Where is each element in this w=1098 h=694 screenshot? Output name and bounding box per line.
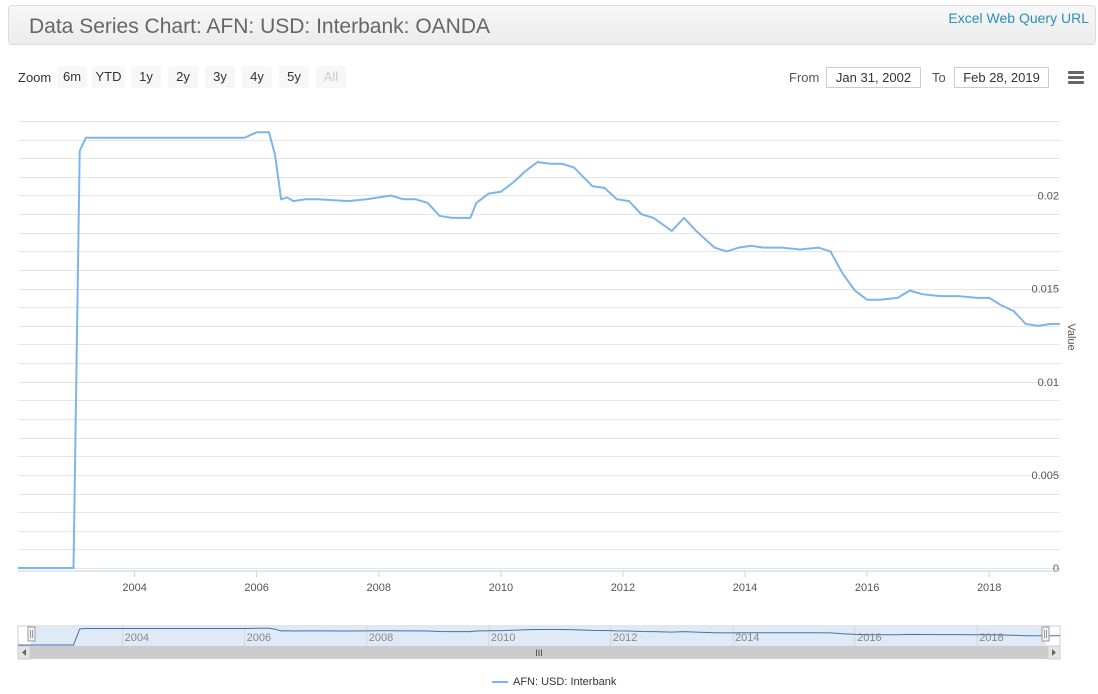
x-tick-label: 2018 xyxy=(977,582,1001,594)
x-tick-label: 2014 xyxy=(733,582,757,594)
y-tick-label: 0.01 xyxy=(1038,377,1059,389)
legend-line-icon xyxy=(492,681,508,684)
page-title: Data Series Chart: AFN: USD: Interbank: … xyxy=(29,15,490,38)
scroll-right-button xyxy=(1047,645,1061,660)
navigator-tick-label: 2006 xyxy=(247,632,271,644)
hamburger-menu-icon[interactable] xyxy=(1067,70,1085,86)
x-tick-label: 2006 xyxy=(244,582,268,594)
scroll-left-button xyxy=(17,645,31,660)
from-label: From xyxy=(789,70,820,85)
navigator-handle-left xyxy=(27,626,36,642)
navigator-tick-label: 2014 xyxy=(735,632,759,644)
navigator-tick-label: 2008 xyxy=(369,632,393,644)
navigator-ticks: 2004 2006 2008 2010 2012 2014 2016 2018 xyxy=(122,626,1004,646)
zoom-3y-button[interactable]: 3y xyxy=(205,66,235,88)
x-tick-label: 2016 xyxy=(855,582,879,594)
navigator-tick-label: 2012 xyxy=(613,632,637,644)
y-tick-label: 0 xyxy=(1053,563,1059,575)
zoom-1y-button[interactable]: 1y xyxy=(131,66,161,88)
grid-lines xyxy=(18,121,1060,569)
navigator-frame xyxy=(17,625,1061,647)
x-tick-label: 2004 xyxy=(122,582,146,594)
zoom-4y-button[interactable]: 4y xyxy=(242,66,272,88)
zoom-label: Zoom xyxy=(18,70,52,85)
y-axis-ticks: 0 0.005 0.01 0.015 0.02 xyxy=(1031,191,1059,576)
navigator-tick-label: 2018 xyxy=(979,632,1003,644)
to-date-input[interactable] xyxy=(954,67,1049,88)
x-tick-label: 2012 xyxy=(611,582,635,594)
scroll-left-arrow-icon xyxy=(22,649,26,656)
scroll-right-arrow-icon xyxy=(1052,649,1056,656)
from-date-input[interactable] xyxy=(826,67,921,88)
navigator-tick-label: 2004 xyxy=(125,632,149,644)
zoom-ytd-button[interactable]: YTD xyxy=(92,66,125,88)
series-line xyxy=(18,131,1060,569)
y-tick-label: 0.015 xyxy=(1031,284,1059,296)
y-tick-label: 0.005 xyxy=(1031,470,1059,482)
zoom-5y-button[interactable]: 5y xyxy=(279,66,309,88)
x-tick-label: 2010 xyxy=(489,582,513,594)
zoom-6m-button[interactable]: 6m xyxy=(57,66,87,88)
x-axis-ticks: 2004 2006 2008 2010 2012 2014 2016 2018 xyxy=(122,571,1001,594)
x-tick-label: 2008 xyxy=(367,582,391,594)
navigator-series-line xyxy=(18,627,1060,646)
legend-label: AFN: USD: Interbank xyxy=(513,676,617,688)
scrollbar-grip-icon: III xyxy=(535,648,543,658)
title-bar: Data Series Chart: AFN: USD: Interbank: … xyxy=(8,5,1096,45)
navigator-selection xyxy=(31,626,1046,646)
scrollbar-thumb xyxy=(30,646,1048,659)
scrollbar-track xyxy=(18,646,1060,659)
y-tick-label: 0.02 xyxy=(1038,191,1059,203)
to-label: To xyxy=(932,70,946,85)
zoom-all-button[interactable]: All xyxy=(316,66,346,88)
zoom-2y-button[interactable]: 2y xyxy=(168,66,198,88)
excel-web-query-link[interactable]: Excel Web Query URL xyxy=(948,10,1089,26)
legend-item[interactable]: AFN: USD: Interbank xyxy=(492,676,616,688)
navigator-tick-label: 2010 xyxy=(491,632,515,644)
y-axis-title: Value xyxy=(1065,323,1077,350)
navigator-handle-right xyxy=(1041,626,1050,642)
navigator-tick-label: 2016 xyxy=(857,632,881,644)
